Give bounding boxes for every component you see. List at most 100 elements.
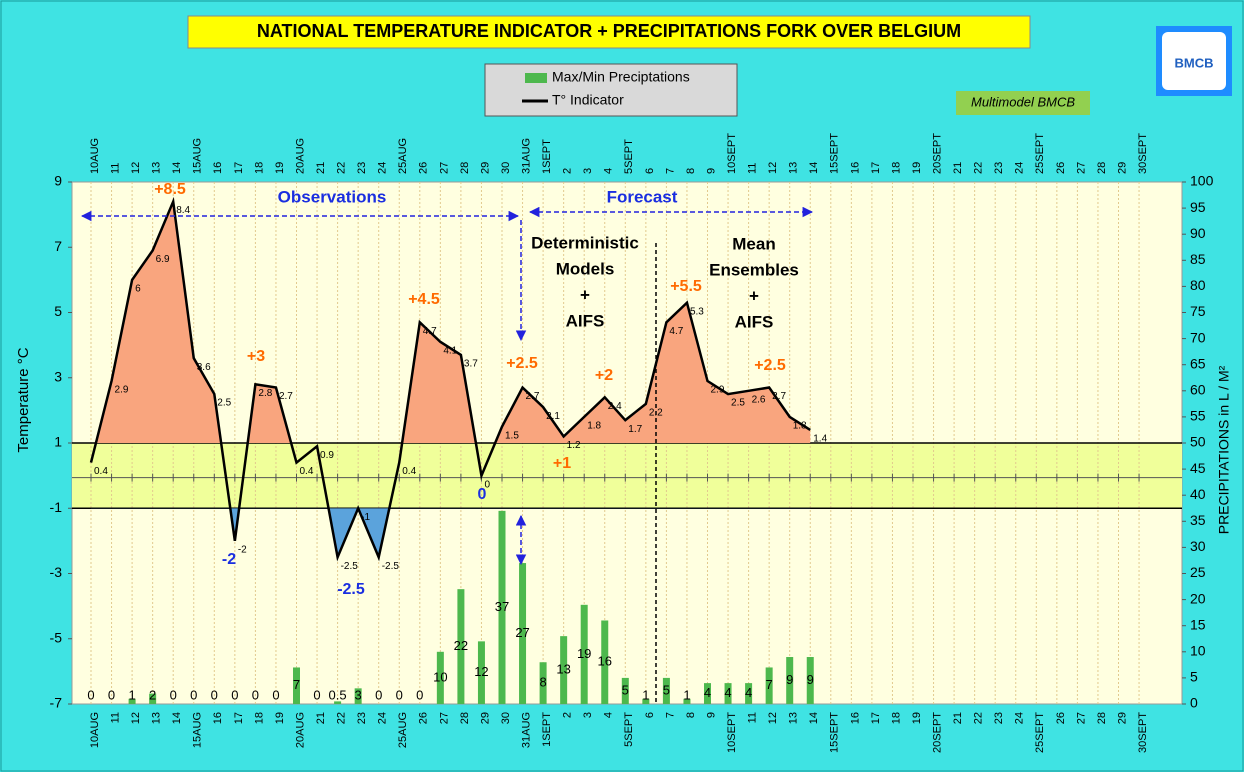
x-tick-label-top: 11 <box>109 163 121 174</box>
x-tick-label-top: 11 <box>747 163 759 174</box>
x-tick-label-bottom: 16 <box>212 712 224 724</box>
bar-label: 0 <box>252 687 259 702</box>
x-tick-label-top: 27 <box>438 162 450 174</box>
x-tick-label-bottom: 30SEPT <box>1137 712 1149 753</box>
bar-label: 19 <box>577 646 591 661</box>
x-tick-label-bottom: 19 <box>274 712 286 724</box>
x-tick-label-bottom: 12 <box>767 712 779 724</box>
x-tick-label-top: 24 <box>1014 162 1026 174</box>
bar <box>704 683 711 704</box>
x-tick-label-top: 28 <box>459 162 471 174</box>
y2-tick-label: 45 <box>1190 460 1206 476</box>
annotation: -2.5 <box>337 581 365 598</box>
model-note: AIFS <box>566 311 605 330</box>
x-tick-label-top: 15SEPT <box>829 133 841 174</box>
point-label: 2.9 <box>711 385 725 396</box>
point-label: 3.6 <box>197 362 211 373</box>
x-tick-label-bottom: 28 <box>1096 712 1108 724</box>
bar-label: 7 <box>766 677 773 692</box>
bar-label: 13 <box>556 662 570 677</box>
bar-label: 9 <box>786 672 793 687</box>
bar <box>354 688 362 704</box>
bar-label: 4 <box>704 685 711 700</box>
x-tick-label-top: 18 <box>253 162 265 174</box>
x-tick-label-bottom: 23 <box>356 712 368 724</box>
x-tick-label-top: 21 <box>315 162 327 174</box>
y2-tick-label: 90 <box>1190 225 1206 241</box>
y2-tick-label: 55 <box>1190 408 1206 424</box>
annotation: +3 <box>247 348 265 365</box>
neutral-band <box>72 443 1182 509</box>
bar-label: 9 <box>807 672 814 687</box>
point-label: 2.7 <box>772 391 786 402</box>
x-tick-label-top: 21 <box>952 162 964 174</box>
annotation: +4.5 <box>408 291 440 308</box>
y2-tick-label: 70 <box>1190 329 1206 345</box>
x-tick-label-bottom: 27 <box>1075 712 1087 724</box>
y2-tick-label: 50 <box>1190 434 1206 450</box>
x-tick-label-bottom: 2 <box>562 712 574 718</box>
x-tick-label-top: 10AUG <box>89 138 101 174</box>
x-tick-label-bottom: 30 <box>500 712 512 724</box>
bar <box>128 698 136 704</box>
bar <box>519 563 527 704</box>
annotation: Observations <box>278 187 387 206</box>
y2-tick-label: 35 <box>1190 512 1206 528</box>
x-tick-label-top: 27 <box>1075 162 1087 174</box>
y-tick-label: -3 <box>50 564 63 580</box>
bar <box>806 657 814 704</box>
point-label: 2.7 <box>279 391 293 402</box>
annotation: +2.5 <box>754 357 786 374</box>
x-tick-label-bottom: 20AUG <box>294 712 306 748</box>
y-tick-label: 7 <box>54 238 62 254</box>
point-label: 3.7 <box>464 359 478 370</box>
bar <box>498 510 506 704</box>
x-tick-label-bottom: 17 <box>233 712 245 724</box>
legend <box>484 63 738 117</box>
x-tick-label-top: 7 <box>664 168 676 174</box>
bar-label: 0 <box>416 687 423 702</box>
bar-label: 5 <box>622 682 629 697</box>
x-tick-label-bottom: 17 <box>870 712 882 724</box>
x-tick-label-top: 29 <box>479 162 491 174</box>
x-tick-label-bottom: 10SEPT <box>726 712 738 753</box>
point-label: 0.4 <box>402 466 416 477</box>
model-note: + <box>749 286 759 305</box>
point-label: 2.5 <box>731 398 745 409</box>
bar <box>560 636 568 704</box>
legend-swatch <box>525 73 547 83</box>
x-tick-label-bottom: 3 <box>582 712 594 718</box>
x-tick-label-top: 22 <box>336 162 348 174</box>
x-tick-label-bottom: 5SEPT <box>623 712 635 747</box>
x-tick-label-top: 14 <box>171 162 183 174</box>
x-tick-label-bottom: 11 <box>109 712 121 723</box>
bar-label: 0 <box>190 687 197 702</box>
x-tick-label-bottom: 12 <box>130 712 142 724</box>
x-tick-label-bottom: 1SEPT <box>541 712 553 747</box>
bar <box>745 683 753 704</box>
x-tick-label-top: 22 <box>973 162 985 174</box>
x-tick-label-top: 24 <box>377 162 389 174</box>
annotation: +1 <box>553 455 571 472</box>
x-tick-label-bottom: 24 <box>1014 712 1026 724</box>
x-tick-label-bottom: 8 <box>685 712 697 718</box>
y-tick-label: 9 <box>54 173 62 189</box>
x-tick-label-bottom: 4 <box>603 712 615 718</box>
chart-title: NATIONAL TEMPERATURE INDICATOR + PRECIPI… <box>257 21 961 41</box>
bar <box>149 693 157 704</box>
x-tick-label-bottom: 29 <box>479 712 491 724</box>
annotation: +8.5 <box>154 181 186 198</box>
x-tick-label-top: 15AUG <box>192 138 204 174</box>
bar-label: 0 <box>396 687 403 702</box>
x-tick-label-top: 17 <box>870 162 882 174</box>
x-tick-label-bottom: 18 <box>890 712 902 724</box>
bar <box>477 641 485 704</box>
bar-label: 0 <box>170 687 177 702</box>
bar-label: 0 <box>87 687 94 702</box>
bar-label: 37 <box>495 599 509 614</box>
y-tick-label: 1 <box>54 434 62 450</box>
x-tick-label-bottom: 24 <box>377 712 389 724</box>
x-tick-label-top: 13 <box>151 162 163 174</box>
point-label: 2.1 <box>546 411 560 422</box>
bar-label: 1 <box>642 687 649 702</box>
